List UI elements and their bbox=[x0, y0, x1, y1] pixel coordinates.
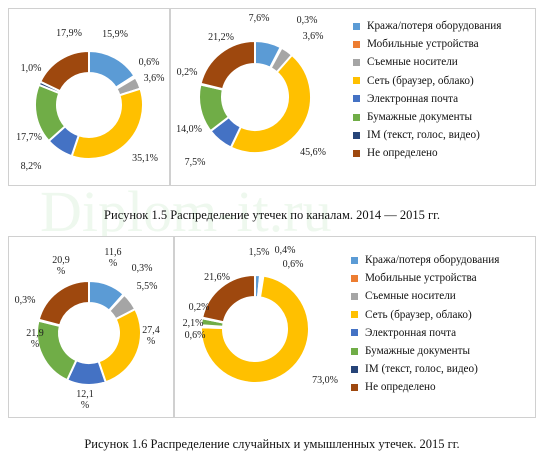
legend-item: Электронная почта bbox=[353, 90, 501, 108]
slice-label: 21,2% bbox=[208, 32, 234, 43]
donut-slice bbox=[201, 273, 256, 324]
slice-label: 7,5% bbox=[185, 157, 206, 168]
slice-label: 0,2% bbox=[177, 67, 198, 78]
donut-slice bbox=[200, 274, 310, 384]
legend-item: IM (текст, голос, видео) bbox=[351, 360, 499, 378]
slice-label: 35,1% bbox=[132, 153, 158, 164]
donut-chart-2014: 15,9% 0,6% 3,6% 35,1% 8,2% 17,7% 1,0% 17,9% bbox=[16, 28, 165, 172]
legend-item: Не определено bbox=[351, 378, 499, 396]
slice-label: 5,5% bbox=[137, 281, 158, 292]
slice-label: 0,4% bbox=[275, 245, 296, 256]
donut-chart-accidental: 11,6% 0,3% 5,5% 27,4 % 12,1 % 21,9 % 0,3% 20,9% bbox=[15, 247, 160, 411]
legend-item: Бумажные документы bbox=[353, 108, 501, 126]
legend-item: Съемные носители bbox=[353, 53, 501, 71]
legend: Кража/потеря оборудования Мобильные устр… bbox=[353, 17, 501, 163]
slice-label: 15,9% bbox=[102, 29, 128, 40]
slice-label: 8,2% bbox=[21, 161, 42, 172]
legend-item: Кража/потеря оборудования bbox=[351, 251, 499, 269]
slice-label: 0,6% bbox=[283, 259, 304, 270]
donut-slice bbox=[199, 39, 256, 91]
slice-label: 12,1% bbox=[76, 389, 94, 411]
donut-slice bbox=[70, 87, 144, 160]
legend-item: Мобильные устройства bbox=[351, 269, 499, 287]
legend-item: Сеть (браузер, облако) bbox=[353, 72, 501, 90]
legend-item: Электронная почта bbox=[351, 324, 499, 342]
fig15-panel-right: 7,6% 0,3% 3,6% 45,6% 7,5% 14,0% 0,2% 21,2% Краж… bbox=[170, 8, 536, 186]
slice-label: 14,0% bbox=[176, 124, 202, 135]
legend-item: Не определено bbox=[353, 144, 501, 162]
donut-slice bbox=[38, 49, 90, 93]
donut-chart-intentional: 1,5% 0,4%0,6%73,0%0,6%2,1%0,2%21,6% bbox=[183, 245, 338, 386]
slice-label: 17,7% bbox=[16, 132, 42, 143]
fig15-panel-left: 15,9% 0,6% 3,6% 35,1% 8,2% 17,7% 1,0% 17,9% bbox=[8, 8, 170, 186]
slice-label: 1,5% bbox=[249, 247, 270, 258]
donut-slice bbox=[97, 307, 142, 384]
legend-item: IM (текст, голос, видео) bbox=[353, 126, 501, 144]
fig16-panel-right: 1,5% 0,4% 0,6% 73,0% 0,6% 2,1% 0,2% 21,6% Кража… bbox=[174, 236, 536, 418]
slice-label: 27,4% bbox=[142, 325, 160, 347]
slice-label: 3,6% bbox=[144, 73, 165, 84]
slice-label: 73,0% bbox=[312, 375, 338, 386]
legend-item: Съемные носители bbox=[351, 287, 499, 305]
slice-label: 0,6% bbox=[185, 330, 206, 341]
slice-label: 7,6% bbox=[249, 13, 270, 24]
slice-label: 0,3% bbox=[297, 15, 318, 26]
fig16-panel-left: 11,6% 0,3% 5,5% 27,4% 12,1% 21,9% 0,3% 20,9% bbox=[8, 236, 174, 418]
slice-label: 0,3% bbox=[132, 263, 153, 274]
legend: Кража/потеря оборудования Мобильные устр… bbox=[351, 251, 499, 397]
slice-label: 0,3% bbox=[15, 295, 36, 306]
legend-item: Сеть (браузер, облако) bbox=[351, 306, 499, 324]
slice-label: 20,9% bbox=[52, 255, 70, 277]
caption-fig16: Рисунок 1.6 Распределение случайных и ум… bbox=[84, 437, 460, 451]
caption-fig15: Рисунок 1.5 Распределение утечек по кана… bbox=[104, 208, 440, 222]
donut-slice bbox=[37, 279, 90, 327]
slice-label: 0,6% bbox=[139, 57, 160, 68]
slice-label: 45,6% bbox=[300, 147, 326, 158]
slice-label: 0,2% bbox=[189, 302, 210, 313]
slice-label: 11,6% bbox=[104, 247, 121, 269]
slice-label: 3,6% bbox=[303, 31, 324, 42]
donut-slice bbox=[229, 53, 312, 154]
slice-label: 1,0% bbox=[21, 63, 42, 74]
legend-item: Бумажные документы bbox=[351, 342, 499, 360]
slice-label: 2,1% bbox=[183, 318, 204, 329]
slice-label: 21,6% bbox=[204, 272, 230, 283]
donut-chart-2015: 7,6% 0,3% 3,6% 45,6% 7,5% 14,0% 0,2% 21,2% bbox=[176, 13, 326, 168]
legend-item: Мобильные устройства bbox=[353, 35, 501, 53]
legend-item: Кража/потеря оборудования bbox=[353, 17, 501, 35]
slice-label: 21,9% bbox=[26, 328, 44, 350]
slice-label: 17,9% bbox=[56, 28, 82, 39]
